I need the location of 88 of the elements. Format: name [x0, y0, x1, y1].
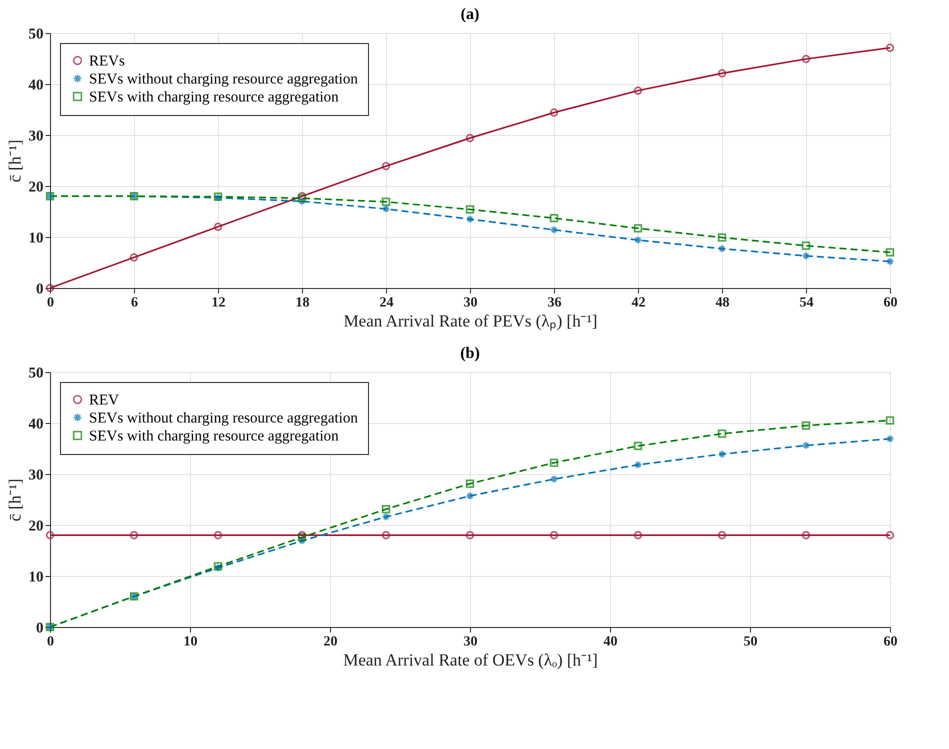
point — [718, 69, 726, 78]
point — [634, 224, 642, 232]
point — [466, 134, 474, 142]
point — [382, 505, 390, 514]
x-axis-title: Mean Arrival Rate of OEVs (λₒ) [h⁻¹] — [343, 650, 598, 670]
point — [802, 531, 810, 540]
y-tick-label: 50 — [28, 26, 44, 42]
point — [802, 54, 810, 64]
x-tick-label: 12 — [212, 296, 226, 310]
x-tick-label: 40 — [604, 634, 618, 650]
point — [802, 252, 810, 260]
point — [550, 214, 558, 222]
x-tick-label: 0 — [47, 296, 54, 310]
point — [634, 460, 642, 469]
point — [466, 531, 474, 540]
point — [634, 442, 642, 450]
point — [634, 531, 642, 540]
point — [634, 236, 642, 244]
point — [466, 205, 474, 214]
point — [130, 253, 138, 262]
point — [382, 204, 390, 214]
point — [634, 86, 642, 95]
y-tick-label: 40 — [28, 416, 44, 432]
point — [550, 458, 558, 467]
point — [382, 531, 390, 540]
point — [886, 434, 894, 443]
y-tick-label: 30 — [28, 128, 44, 144]
point — [466, 480, 474, 488]
y-tick-label: 40 — [28, 78, 44, 94]
y-tick-label: 20 — [28, 180, 44, 196]
x-tick-label: 10 — [184, 634, 198, 650]
x-tick-label: 24 — [380, 296, 394, 310]
y-tick-label: 30 — [28, 468, 44, 484]
point — [382, 512, 390, 521]
chart-title: (b) — [460, 345, 480, 362]
x-tick-label: 50 — [744, 634, 758, 650]
point — [298, 536, 306, 545]
point — [550, 226, 558, 234]
x-tick-label: 20 — [324, 634, 338, 650]
point — [550, 108, 558, 117]
point — [718, 244, 726, 253]
y-tick-label: 10 — [28, 230, 44, 246]
legend-label: REVs — [89, 54, 125, 70]
point — [802, 421, 810, 430]
x-tick-label: 60 — [884, 296, 898, 310]
point — [550, 474, 558, 484]
x-tick-label: 0 — [47, 634, 54, 650]
y-tick-label: 20 — [28, 518, 44, 534]
point — [214, 531, 222, 540]
point — [466, 492, 474, 500]
point — [802, 242, 810, 250]
point — [298, 197, 306, 206]
point — [718, 531, 726, 540]
point — [382, 162, 390, 170]
chart-title: (a) — [460, 6, 480, 23]
legend-label: SEVs with charging resource aggregation — [89, 90, 340, 106]
point — [718, 233, 726, 242]
y-tick-label: 0 — [36, 620, 44, 636]
x-tick-label: 6 — [131, 296, 138, 310]
y-tick-label: 10 — [28, 570, 44, 586]
y-tick-label: 0 — [36, 282, 44, 298]
x-tick-label: 48 — [716, 296, 730, 310]
point — [550, 531, 558, 540]
legend-label: SEVs without charging resource aggregation — [89, 72, 358, 88]
x-tick-label: 36 — [548, 296, 562, 310]
point — [382, 198, 390, 206]
point — [718, 430, 726, 438]
y-axis-title: c̄ [h⁻¹] — [6, 478, 24, 522]
x-tick-label: 42 — [632, 296, 646, 310]
y-tick-label: 50 — [28, 366, 44, 382]
legend-label: SEVs without charging resource aggregation — [89, 410, 358, 426]
x-tick-label: 54 — [800, 296, 814, 310]
point — [130, 531, 138, 540]
x-tick-label: 60 — [884, 634, 898, 650]
y-axis-title: c̄ [h⁻¹] — [6, 140, 24, 182]
point — [214, 222, 222, 231]
legend-label: REV — [89, 392, 120, 408]
x-tick-label: 30 — [464, 296, 478, 310]
x-axis-title: Mean Arrival Rate of PEVs (λₚ) [h⁻¹] — [344, 312, 598, 332]
point — [466, 214, 474, 224]
point — [718, 450, 726, 458]
legend-label: SEVs with charging resource aggregation — [89, 428, 340, 444]
x-tick-label: 18 — [296, 296, 310, 310]
point — [886, 416, 894, 425]
point — [802, 441, 810, 450]
point — [886, 248, 894, 256]
point — [886, 257, 894, 266]
x-tick-label: 30 — [464, 634, 478, 650]
